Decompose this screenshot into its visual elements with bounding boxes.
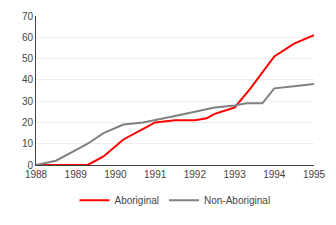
svg-text:1992: 1992 — [184, 169, 207, 180]
svg-text:1989: 1989 — [65, 169, 88, 180]
svg-text:70: 70 — [22, 11, 34, 22]
svg-text:50: 50 — [22, 53, 34, 64]
svg-text:1988: 1988 — [25, 169, 48, 180]
svg-text:60: 60 — [22, 32, 34, 43]
svg-text:1993: 1993 — [223, 169, 246, 180]
svg-text:Non-Aboriginal: Non-Aboriginal — [204, 195, 270, 206]
svg-text:Aboriginal: Aboriginal — [115, 195, 159, 206]
svg-text:40: 40 — [22, 74, 34, 85]
svg-text:0: 0 — [27, 160, 33, 171]
svg-text:1994: 1994 — [263, 169, 286, 180]
svg-text:1995: 1995 — [303, 169, 326, 180]
svg-text:30: 30 — [22, 96, 34, 107]
svg-text:20: 20 — [22, 117, 34, 128]
svg-text:1990: 1990 — [104, 169, 127, 180]
svg-text:10: 10 — [22, 138, 34, 149]
svg-text:1991: 1991 — [144, 169, 167, 180]
